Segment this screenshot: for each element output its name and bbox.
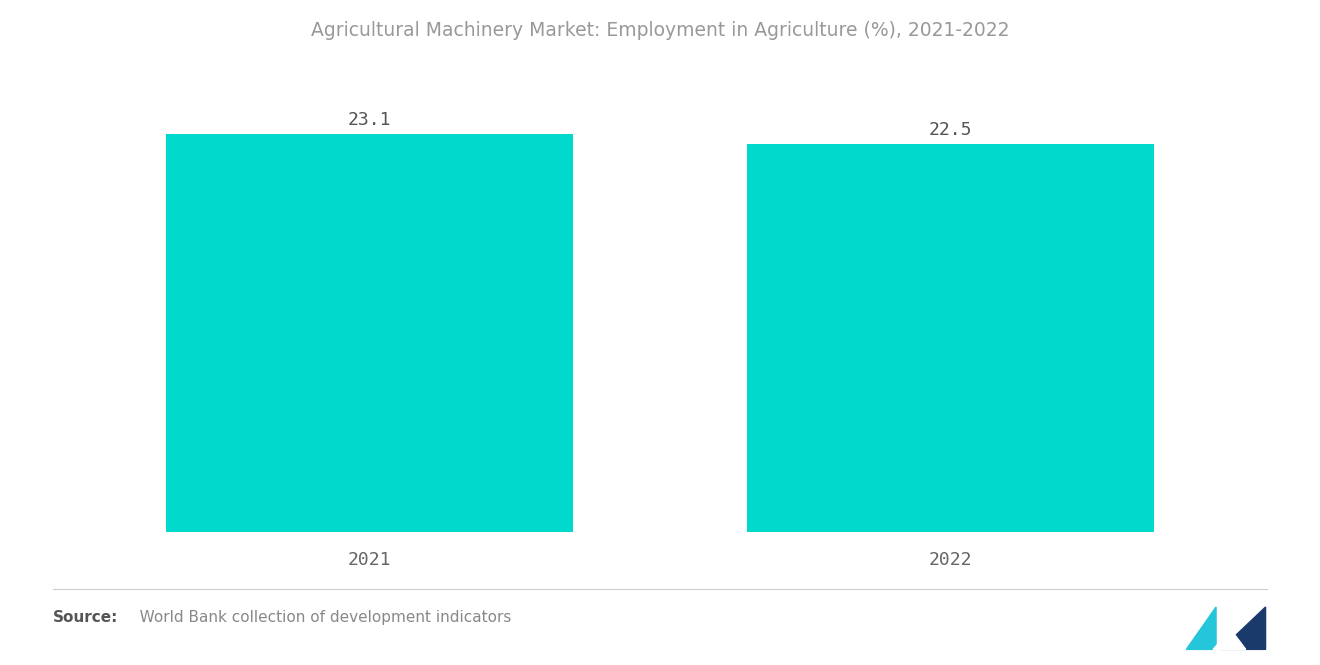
Text: Source:: Source:: [53, 610, 119, 626]
Text: World Bank collection of development indicators: World Bank collection of development ind…: [125, 610, 512, 626]
Text: 23.1: 23.1: [348, 110, 391, 128]
Polygon shape: [1221, 607, 1266, 649]
Title: Agricultural Machinery Market: Employment in Agriculture (%), 2021-2022: Agricultural Machinery Market: Employmen…: [310, 21, 1010, 40]
Bar: [166, 134, 573, 532]
Bar: [747, 144, 1154, 532]
Polygon shape: [1187, 607, 1216, 649]
Polygon shape: [1213, 630, 1246, 649]
Text: 22.5: 22.5: [929, 121, 972, 139]
